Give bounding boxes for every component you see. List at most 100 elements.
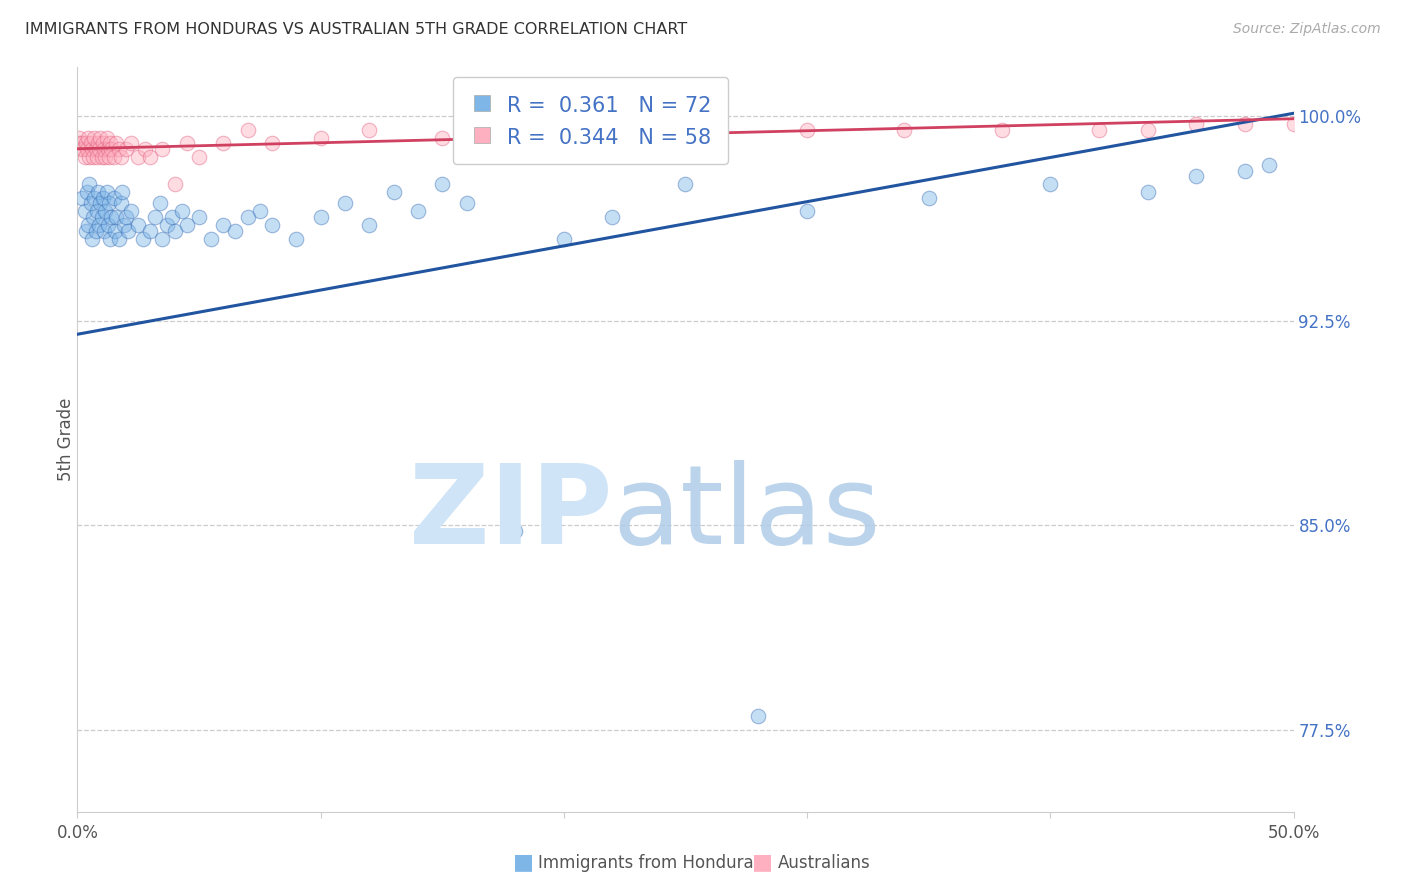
Point — [97, 218, 120, 232]
Point — [675, 178, 697, 192]
Point — [115, 142, 138, 156]
Point — [105, 136, 128, 151]
Point — [285, 232, 308, 246]
Point — [89, 142, 111, 156]
Point — [1282, 117, 1305, 131]
Point — [75, 136, 97, 151]
Point — [76, 142, 98, 156]
Point — [73, 204, 96, 219]
Point — [90, 210, 112, 224]
Point — [188, 150, 211, 164]
Point — [117, 224, 139, 238]
Point — [69, 136, 91, 151]
Point — [918, 191, 941, 205]
Point — [893, 122, 915, 136]
Point — [236, 210, 259, 224]
Point — [149, 196, 172, 211]
Text: Immigrants from Honduras: Immigrants from Honduras — [538, 855, 763, 872]
Point — [260, 136, 283, 151]
Point — [110, 150, 132, 164]
Point — [97, 196, 120, 211]
Point — [212, 136, 235, 151]
Point — [127, 150, 149, 164]
Point — [359, 122, 381, 136]
Point — [309, 131, 332, 145]
Point — [79, 150, 101, 164]
Point — [602, 210, 624, 224]
Text: ■: ■ — [513, 853, 534, 872]
Point — [97, 142, 120, 156]
Point — [176, 136, 198, 151]
Point — [143, 210, 166, 224]
Point — [80, 142, 103, 156]
Point — [1088, 122, 1111, 136]
Point — [77, 218, 100, 232]
Text: Source: ZipAtlas.com: Source: ZipAtlas.com — [1233, 22, 1381, 37]
Point — [80, 136, 103, 151]
Point — [503, 122, 526, 136]
Point — [699, 122, 721, 136]
Point — [120, 204, 142, 219]
Text: Australians: Australians — [778, 855, 870, 872]
Point — [70, 142, 93, 156]
Point — [990, 122, 1012, 136]
Point — [170, 204, 193, 219]
Point — [103, 150, 125, 164]
Point — [103, 191, 125, 205]
Point — [110, 196, 132, 211]
Text: ■: ■ — [752, 853, 773, 872]
Point — [224, 224, 246, 238]
Point — [77, 131, 100, 145]
Point — [93, 224, 115, 238]
Point — [96, 131, 118, 145]
Point — [236, 122, 259, 136]
Point — [97, 150, 120, 164]
Point — [89, 218, 111, 232]
Point — [94, 204, 117, 219]
Point — [100, 142, 122, 156]
Point — [91, 191, 114, 205]
Point — [1185, 117, 1208, 131]
Point — [91, 136, 114, 151]
Point — [1258, 158, 1281, 172]
Point — [86, 204, 108, 219]
Point — [139, 224, 162, 238]
Point — [503, 524, 526, 538]
Point — [107, 232, 129, 246]
Point — [107, 142, 129, 156]
Point — [90, 150, 112, 164]
Point — [83, 131, 105, 145]
Point — [309, 210, 332, 224]
Point — [132, 232, 155, 246]
Point — [84, 142, 107, 156]
Point — [112, 218, 135, 232]
Point — [359, 218, 381, 232]
Point — [1233, 163, 1256, 178]
Point — [93, 142, 115, 156]
Point — [82, 210, 104, 224]
Point — [105, 210, 128, 224]
Point — [139, 150, 162, 164]
Point — [134, 142, 156, 156]
Point — [333, 196, 356, 211]
Point — [456, 196, 478, 211]
Point — [84, 224, 107, 238]
Point — [406, 204, 429, 219]
Point — [72, 142, 94, 156]
Point — [432, 131, 454, 145]
Point — [163, 224, 186, 238]
Text: IMMIGRANTS FROM HONDURAS VS AUSTRALIAN 5TH GRADE CORRELATION CHART: IMMIGRANTS FROM HONDURAS VS AUSTRALIAN 5… — [25, 22, 688, 37]
Y-axis label: 5th Grade: 5th Grade — [56, 398, 75, 481]
Point — [67, 131, 90, 145]
Point — [212, 218, 235, 232]
Point — [1136, 186, 1159, 200]
Point — [80, 232, 103, 246]
Text: atlas: atlas — [613, 460, 882, 567]
Point — [98, 232, 121, 246]
Point — [98, 136, 121, 151]
Point — [176, 218, 198, 232]
Point — [260, 218, 283, 232]
Legend: R =  0.361   N = 72, R =  0.344   N = 58: R = 0.361 N = 72, R = 0.344 N = 58 — [453, 78, 728, 164]
Point — [82, 150, 104, 164]
Point — [152, 142, 174, 156]
